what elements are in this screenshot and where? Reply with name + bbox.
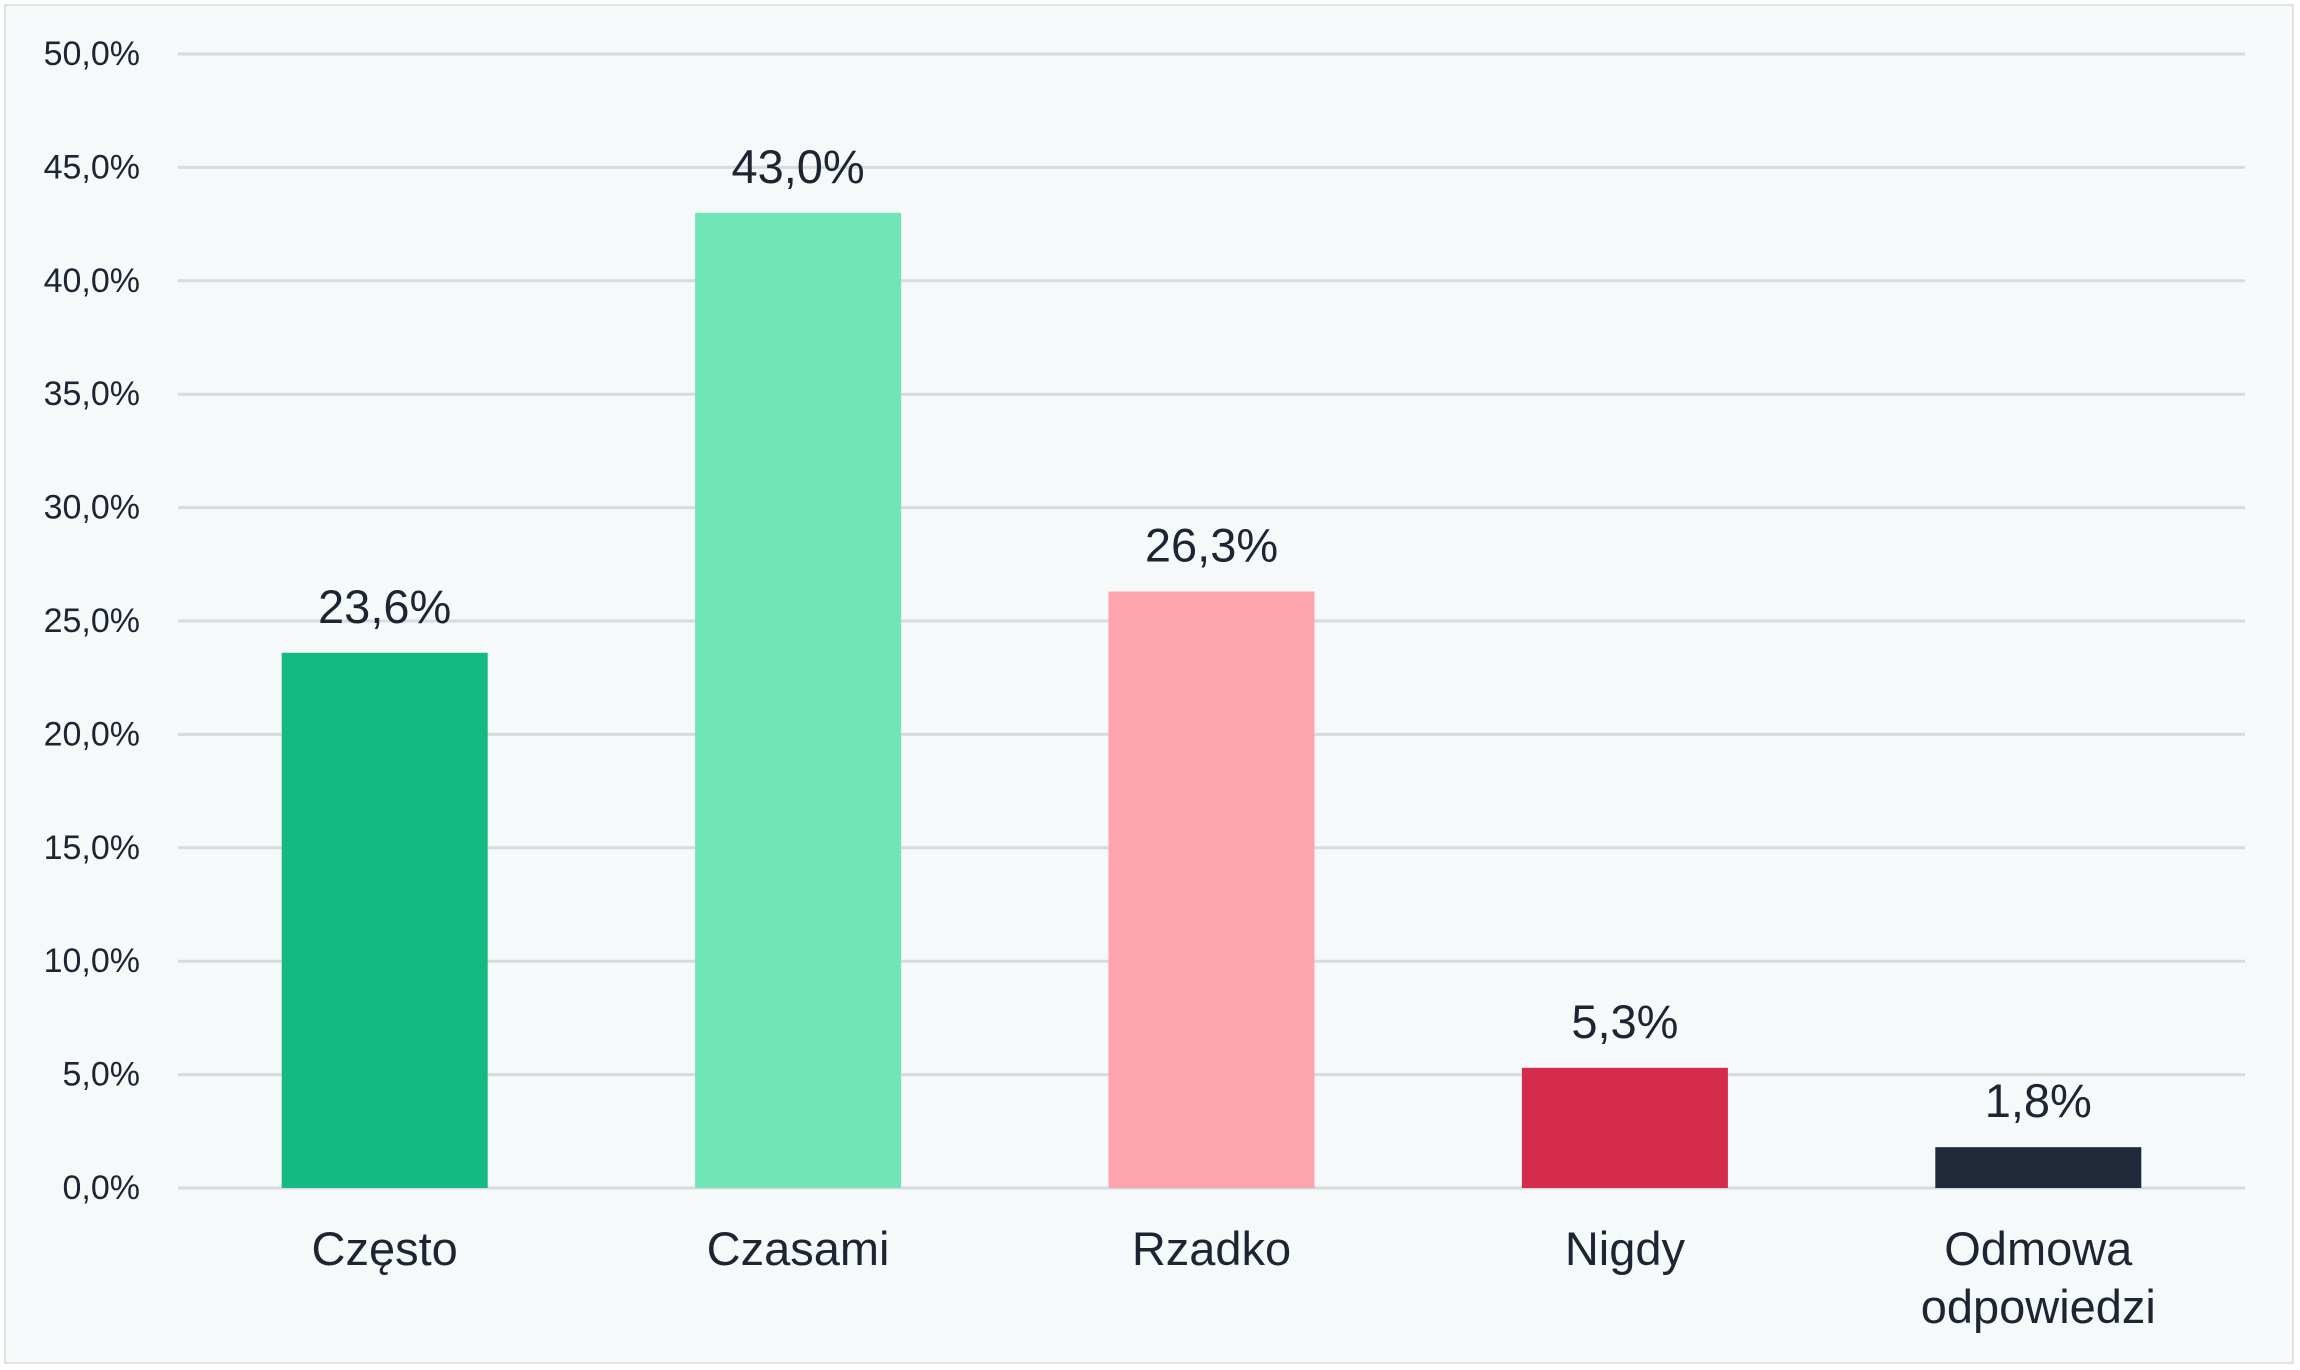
- data-label: 5,3%: [1571, 995, 1678, 1048]
- category-label: Rzadko: [1132, 1222, 1291, 1275]
- category-label: Nigdy: [1565, 1222, 1686, 1275]
- category-label: Odmowa odpowiedzi: [1921, 1222, 2156, 1333]
- y-tick-label: 15,0%: [44, 829, 140, 867]
- category-label-line: odpowiedzi: [1921, 1280, 2156, 1333]
- data-label: 43,0%: [731, 140, 864, 193]
- data-label: 23,6%: [318, 580, 451, 633]
- bar: [695, 212, 902, 1188]
- y-tick-label: 35,0%: [44, 375, 140, 413]
- data-label: 26,3%: [1145, 519, 1278, 572]
- category-label-line: Rzadko: [1132, 1222, 1291, 1275]
- category-label: Często: [312, 1222, 458, 1275]
- y-tick-label: 20,0%: [44, 715, 140, 753]
- bar: [1521, 1067, 1728, 1188]
- y-tick-label: 30,0%: [44, 489, 140, 527]
- bar: [281, 652, 488, 1188]
- y-tick-label: 50,0%: [44, 35, 140, 73]
- category-label-line: Odmowa: [1944, 1222, 2133, 1275]
- category-label-line: Nigdy: [1565, 1222, 1686, 1275]
- bars: [281, 212, 2142, 1188]
- y-tick-label: 25,0%: [44, 602, 140, 640]
- y-axis-ticks: 0,0% 5,0% 10,0% 15,0% 20,0% 25,0% 30,0% 35,0% 40…: [44, 35, 140, 1207]
- gridlines: [178, 52, 2245, 1190]
- y-tick-label: 10,0%: [44, 942, 140, 980]
- bar: [1108, 591, 1315, 1188]
- y-tick-label: 0,0%: [63, 1169, 141, 1207]
- category-label-line: Czasami: [707, 1222, 890, 1275]
- data-label: 1,8%: [1985, 1074, 2092, 1127]
- category-label: Czasami: [707, 1222, 890, 1275]
- y-tick-label: 40,0%: [44, 262, 140, 300]
- y-tick-label: 45,0%: [44, 148, 140, 186]
- x-axis-categories: Często Czasami Rzadko Nigdy Odmowa odpowiedzi: [312, 1222, 2156, 1333]
- y-tick-label: 5,0%: [63, 1056, 141, 1094]
- data-labels: 23,6% 43,0% 26,3% 5,3% 1,8%: [318, 140, 2092, 1127]
- category-label-line: Często: [312, 1222, 458, 1275]
- bar: [1935, 1147, 2142, 1188]
